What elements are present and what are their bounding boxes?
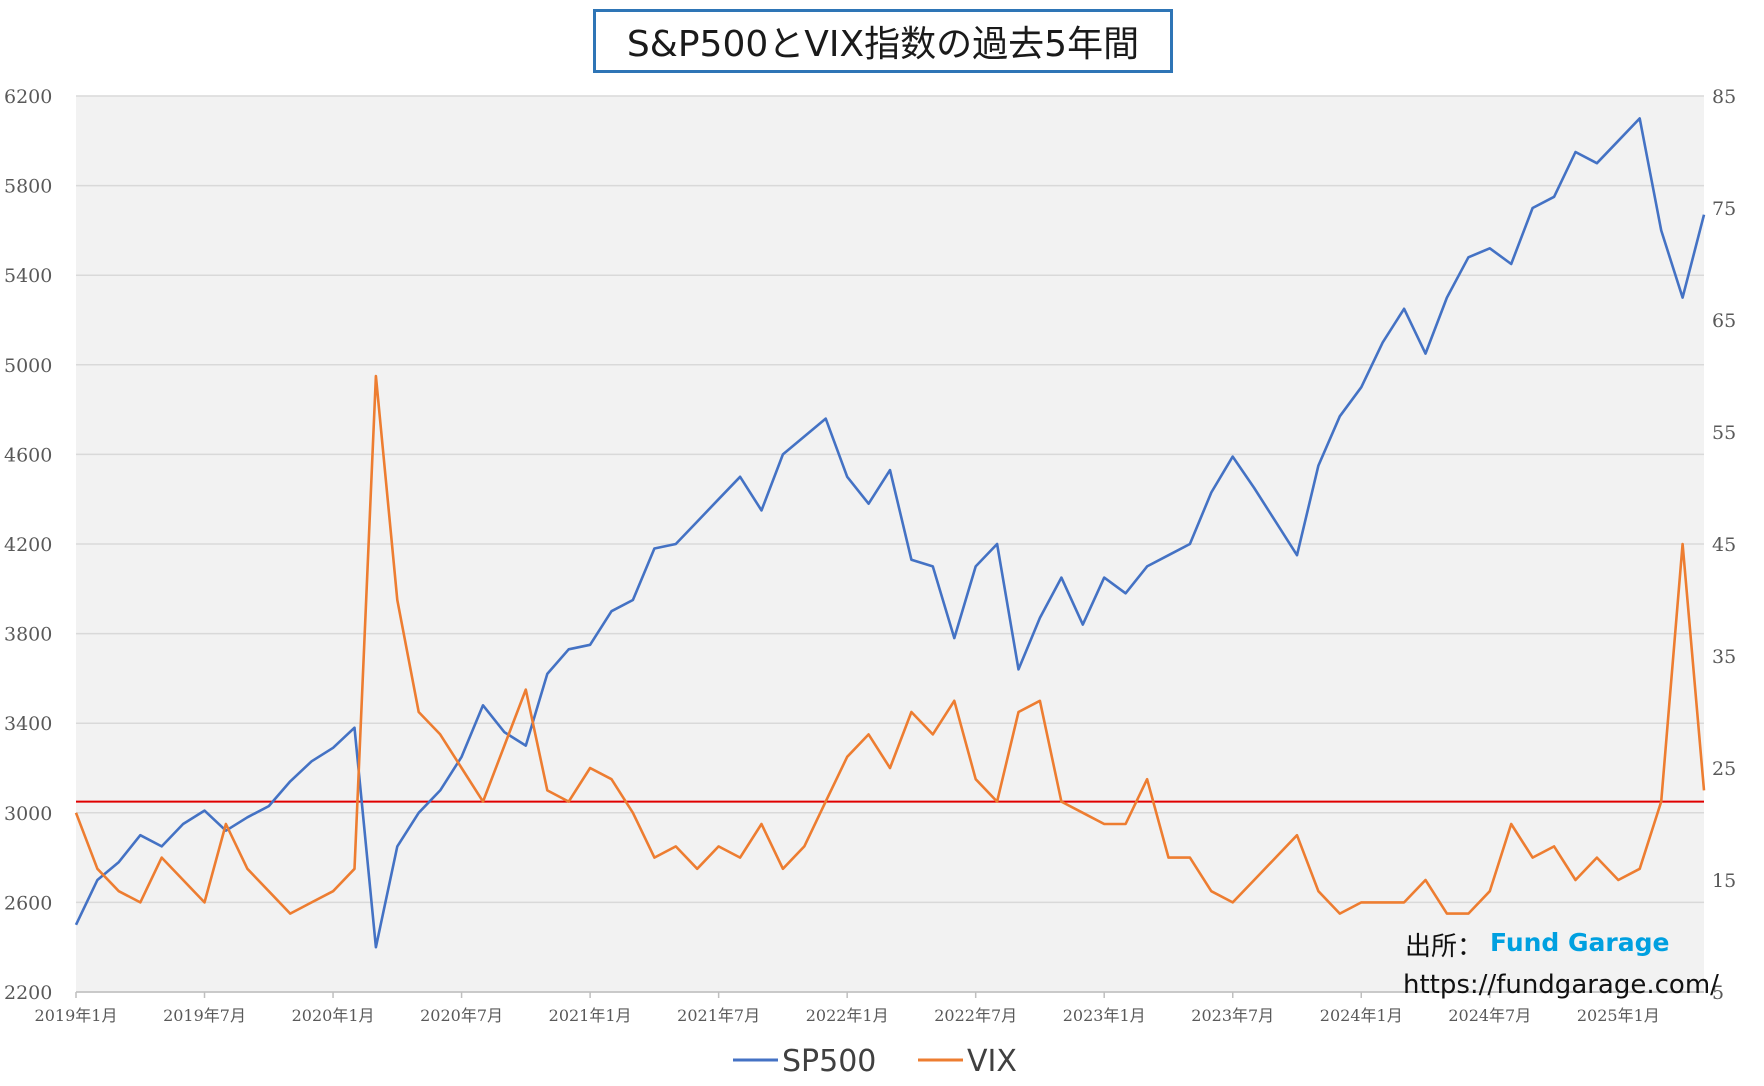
right-tick-label: 85	[1712, 86, 1736, 108]
gridlines	[76, 95, 1704, 993]
left-tick-label: 5400	[4, 265, 52, 287]
left-tick-label: 2200	[4, 982, 52, 1004]
source-url: https://fundgarage.com/	[1403, 970, 1719, 1000]
x-tick-label: 2020年7月	[420, 1006, 503, 1025]
legend-label-sp500: SP500	[782, 1044, 876, 1079]
right-tick-label: 25	[1712, 758, 1736, 780]
left-tick-label: 3400	[4, 713, 52, 735]
x-tick-label: 2024年7月	[1448, 1006, 1531, 1025]
x-axis-ticks: 2019年1月 2019年7月 2020年1月 2020年7月 2021年1月 2021年…	[35, 991, 1704, 1025]
right-axis-ticks: 5 15 25 35 45 55 65 75 85	[1712, 86, 1736, 1004]
x-tick-label: 2019年1月	[35, 1006, 118, 1025]
legend-label-vix: VIX	[967, 1044, 1017, 1079]
right-tick-label: 15	[1712, 870, 1736, 892]
left-tick-label: 3800	[4, 624, 52, 646]
left-tick-label: 6200	[4, 86, 52, 108]
x-tick-label: 2021年1月	[549, 1006, 632, 1025]
right-tick-label: 65	[1712, 310, 1736, 332]
left-tick-label: 4200	[4, 534, 52, 556]
right-tick-label: 75	[1712, 198, 1736, 220]
source-label: 出所：	[1405, 932, 1484, 962]
x-tick-label: 2020年1月	[292, 1006, 375, 1025]
x-tick-label: 2025年1月	[1577, 1006, 1660, 1025]
left-tick-label: 5800	[4, 176, 52, 198]
right-tick-label: 45	[1712, 534, 1736, 556]
left-tick-label: 3000	[4, 803, 52, 825]
right-tick-label: 5	[1712, 982, 1724, 1004]
series-line-vix	[74, 374, 1706, 915]
x-tick-label: 2022年1月	[806, 1006, 889, 1025]
x-tick-label: 2019年7月	[163, 1006, 246, 1025]
chart-title: S&P500とVIX指数の過去5年間	[593, 9, 1173, 73]
x-tick-label: 2021年7月	[677, 1006, 760, 1025]
x-tick-label: 2024年1月	[1320, 1006, 1403, 1025]
x-tick-label: 2023年1月	[1063, 1006, 1146, 1025]
legend: SP500 VIX	[733, 1044, 1017, 1079]
right-tick-label: 35	[1712, 646, 1736, 668]
left-tick-label: 5000	[4, 355, 52, 377]
x-tick-label: 2022年7月	[934, 1006, 1017, 1025]
series-lines	[74, 117, 1706, 949]
right-tick-label: 55	[1712, 422, 1736, 444]
left-tick-label: 4600	[4, 444, 52, 466]
source-name: Fund Garage	[1490, 928, 1670, 957]
left-axis-ticks: 2200 2600 3000 3400 3800 4200 4600 5000 5400 5800…	[4, 86, 52, 1004]
x-tick-label: 2023年7月	[1191, 1006, 1274, 1025]
series-line-sp500	[74, 117, 1706, 949]
left-tick-label: 2600	[4, 892, 52, 914]
